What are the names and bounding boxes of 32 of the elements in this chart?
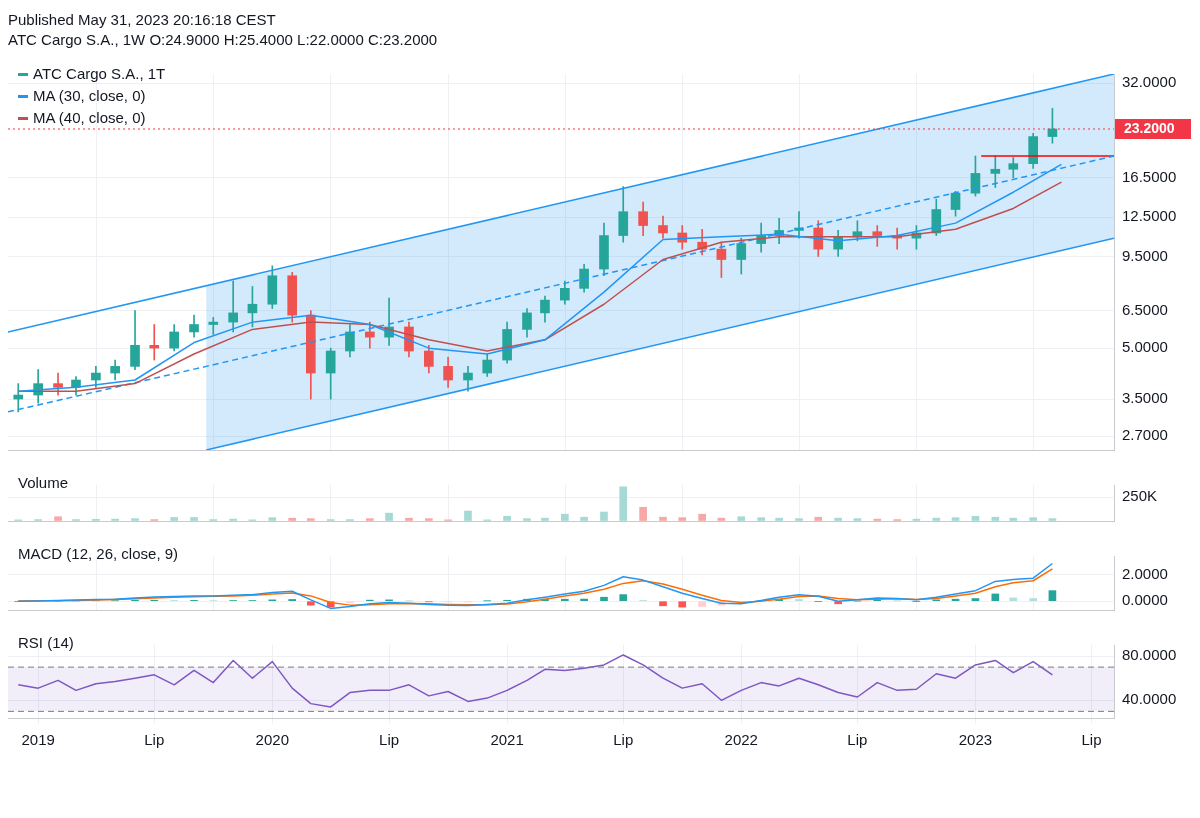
x-tick-label: Lip [144,731,165,749]
x-tick-label: Lip [847,731,868,749]
x-tick-label: Lip [613,731,634,749]
y-tick-label: 6.5000 [1122,300,1168,318]
chart-title: ATC Cargo S.A., 1W O:24.9000 H:25.4000 L:22.0000 C:23.2000 [8,30,439,50]
chart-title: MACD (12, 26, close, 9) [18,545,179,562]
y-tick-label: 32.0000 [1122,73,1177,91]
x-tick-label: 2020 [255,731,289,749]
x-tick-label: Lip [1081,731,1102,749]
y-tick-label: 3.5000 [1122,389,1168,407]
y-tick-label: 2.7000 [1122,426,1168,444]
y-tick-label: 40.0000 [1122,690,1177,708]
y-tick-label: 250K [1122,487,1158,505]
y-tick-label: 16.5000 [1122,167,1177,185]
x-tick-label: 2023 [958,731,993,749]
x-tick-label: 2019 [21,731,55,749]
x-tick-label: Lip [379,731,400,749]
y-tick-label: 0.0000 [1122,591,1168,609]
y-tick-label: 5.0000 [1122,338,1168,356]
chart-title: Volume [18,474,69,491]
x-tick-label: 2022 [724,731,758,749]
legend-label: MA (40, close, 0) [33,108,146,128]
chart-subtitle: Published May 31, 2023 20:16:18 CEST [8,10,277,30]
y-tick-label: 9.5000 [1122,246,1168,264]
ref-line-label: 23.2000 [1124,119,1175,136]
y-tick-label: 2.0000 [1122,564,1168,582]
chart-title: RSI (14) [18,634,74,651]
legend-label: MA (30, close, 0) [33,86,146,106]
y-tick-label: 80.0000 [1122,646,1177,664]
y-tick-label: 12.5000 [1122,207,1177,225]
legend-label: ATC Cargo S.A., 1T [33,64,166,84]
x-tick-label: 2021 [490,731,524,749]
